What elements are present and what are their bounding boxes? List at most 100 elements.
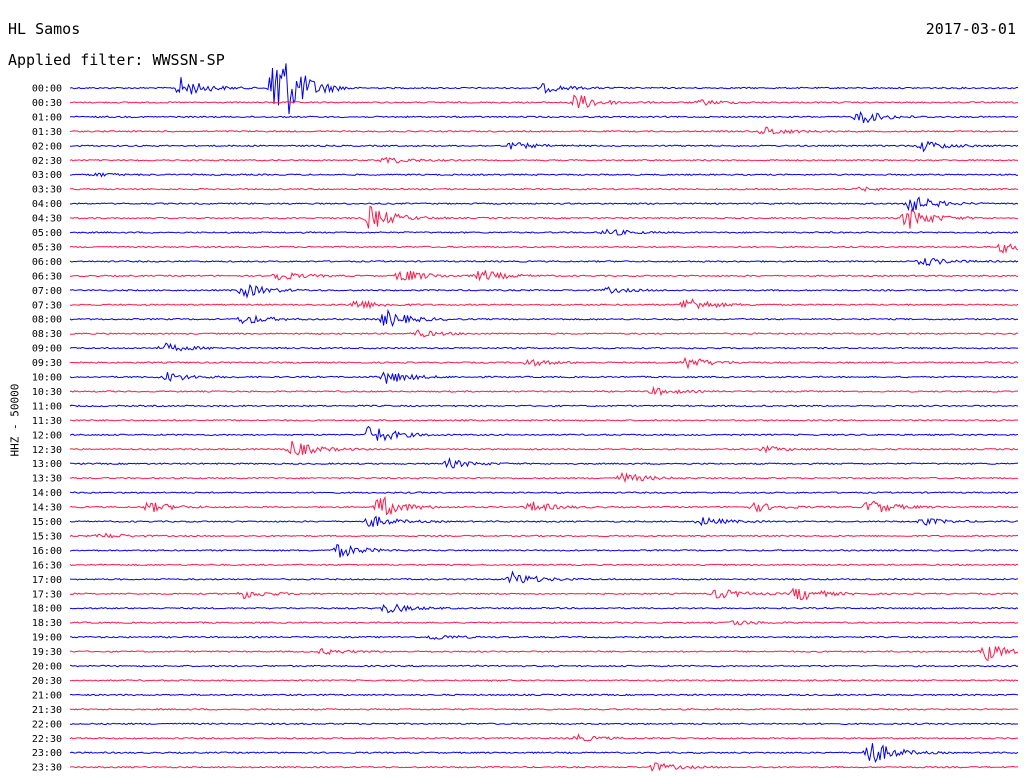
seismogram-trace [69,404,1019,408]
row-time-label: 15:00 [32,517,62,528]
row-time-label: 03:30 [32,185,62,196]
row-time-label: 21:30 [32,705,62,716]
row-time-label: 02:30 [32,156,62,167]
seismogram-trace [69,515,1019,527]
seismogram-trace [69,308,1019,328]
row-time-label: 03:00 [32,170,62,181]
seismogram-trace [69,425,1019,442]
row-time-label: 05:30 [32,242,62,253]
row-time-label: 04:30 [32,214,62,225]
seismogram-trace [69,356,1019,370]
filter-label: Applied filter: WWSSN-SP [8,51,225,69]
seismogram-trace [69,419,1019,422]
seismogram-trace [69,495,1019,516]
row-time-label: 16:30 [32,560,62,571]
row-time-label: 13:30 [32,474,62,485]
row-time-label: 12:00 [32,430,62,441]
seismogram-trace [69,679,1019,682]
seismogram-trace [69,172,1019,178]
row-time-label: 00:00 [32,84,62,95]
row-time-label: 06:30 [32,271,62,282]
row-time-label: 22:00 [32,719,62,730]
seismogram-trace [69,228,1019,236]
row-time-label: 11:30 [32,416,62,427]
row-time-label: 14:30 [32,503,62,514]
row-time-label: 18:00 [32,604,62,615]
row-time-label: 23:00 [32,748,62,759]
row-time-label: 00:30 [32,98,62,109]
seismogram-trace [69,471,1019,484]
seismogram-trace [69,156,1019,165]
date-label: 2017-03-01 [925,20,1016,38]
row-time-label: 19:00 [32,633,62,644]
y-axis-label: HHZ - 50000 [8,383,22,457]
seismogram-trace [69,63,1019,115]
row-time-label: 13:00 [32,459,62,470]
seismogram-trace [69,298,1019,310]
seismogram-trace [69,603,1019,614]
row-time-label: 10:00 [32,373,62,384]
seismogram-trace [69,385,1019,397]
seismogram-trace [69,270,1019,282]
row-time-label: 20:30 [32,676,62,687]
row-time-label: 07:30 [32,300,62,311]
row-time-label: 01:00 [32,112,62,123]
seismogram-trace [70,94,1019,109]
seismogram-trace [69,620,1019,626]
row-time-label: 20:00 [32,662,62,673]
row-time-label: 17:00 [32,575,62,586]
seismogram-trace [69,693,1019,697]
row-time-label: 16:00 [32,546,62,557]
seismogram-trace [69,186,1019,193]
seismogram-trace [69,532,1019,539]
seismogram-trace [69,743,1019,764]
row-time-label: 18:30 [32,618,62,629]
row-time-label: 11:00 [32,401,62,412]
seismogram-trace [69,342,1019,352]
seismogram-trace [69,126,1019,135]
row-time-label: 07:00 [32,286,62,297]
seismogram-trace [69,243,1019,254]
seismogram-trace [69,491,1019,494]
seismogram-trace [69,196,1019,212]
row-time-label: 09:30 [32,358,62,369]
seismogram-trace [69,645,1019,662]
row-time-label: 06:00 [32,257,62,268]
seismogram-trace [69,257,1019,266]
seismogram-trace [69,456,1019,469]
row-time-label: 05:00 [32,228,62,239]
row-time-label: 12:30 [32,445,62,456]
row-time-label: 21:00 [32,690,62,701]
row-time-label: 15:30 [32,531,62,542]
seismogram-trace [69,708,1019,711]
seismogram-trace [69,205,1019,229]
seismogram-trace [69,140,1019,153]
row-time-label: 19:30 [32,647,62,658]
row-time-label: 14:00 [32,488,62,499]
seismogram-trace [69,722,1019,726]
seismogram-trace [69,570,1019,584]
seismogram-trace [69,733,1019,742]
seismogram-trace [69,329,1019,338]
seismogram-trace [69,762,1019,772]
row-time-label: 09:00 [32,344,62,355]
row-time-label: 08:00 [32,315,62,326]
row-time-label: 17:30 [32,589,62,600]
seismogram-trace [69,563,1019,567]
station-title: HL Samos [8,20,81,38]
row-time-label: 04:00 [32,199,62,210]
row-time-label: 08:30 [32,329,62,340]
seismogram-trace [70,110,1019,124]
seismogram-trace [70,635,1019,640]
row-time-label: 01:30 [32,127,62,138]
row-time-label: 02:00 [32,141,62,152]
seismogram-trace [69,664,1019,668]
seismogram-trace [69,440,1019,456]
seismogram-trace [69,283,1019,299]
row-time-label: 22:30 [32,734,62,745]
seismogram-trace [69,371,1019,384]
row-time-label: 23:30 [32,763,62,774]
seismogram-trace [69,587,1019,601]
row-time-label: 10:30 [32,387,62,398]
